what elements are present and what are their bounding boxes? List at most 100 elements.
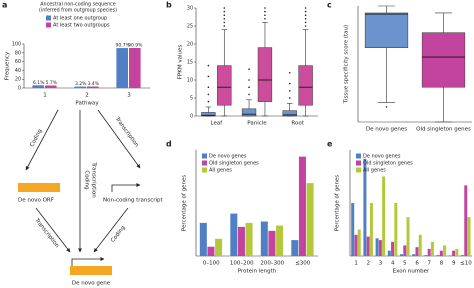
- y-tick-label: 80: [15, 50, 21, 56]
- y-axis-label: FPKM values: [178, 45, 184, 80]
- flier: [304, 18, 307, 20]
- bar: [215, 238, 223, 256]
- x-tick-label: 8: [440, 261, 444, 267]
- pathway-diagram: Coding Transcription Coding Transcriptio…: [18, 109, 164, 287]
- box: [298, 65, 313, 106]
- flier: [248, 68, 250, 70]
- arrow: [93, 207, 129, 253]
- bar: [306, 183, 314, 256]
- legend-swatch: [202, 153, 207, 159]
- flier: [264, 7, 266, 9]
- edge-label: Coding: [84, 170, 90, 189]
- bar: [403, 245, 407, 256]
- flier: [207, 86, 210, 88]
- gene-arrow: [71, 257, 105, 266]
- legend-swatch: [202, 167, 207, 173]
- bar: [45, 85, 57, 88]
- bar: [461, 255, 465, 256]
- orf-box: [18, 183, 60, 192]
- x-tick-label: 100–200: [230, 261, 254, 267]
- flier: [304, 14, 307, 16]
- edge-label: Transcription: [91, 161, 97, 198]
- y-tick-label: 0: [190, 114, 193, 120]
- bar: [378, 240, 382, 256]
- node-label: Non-coding transcript: [103, 198, 164, 204]
- flier: [207, 100, 210, 103]
- flier: [223, 10, 226, 13]
- flier: [207, 64, 210, 67]
- y-tick-label: 5: [190, 96, 193, 102]
- flier: [223, 18, 226, 20]
- bar: [464, 185, 468, 256]
- bar: [351, 203, 355, 256]
- panel-label: d: [166, 140, 172, 149]
- x-tick-label: 1: [354, 261, 358, 267]
- y-tick-label: 40: [15, 68, 21, 74]
- flier: [248, 86, 250, 88]
- bar: [245, 222, 253, 256]
- bar: [439, 250, 443, 256]
- chart-title: Ancestral non-coding sequence: [40, 2, 116, 8]
- bar: [418, 234, 422, 256]
- x-tick-label: De novo genes: [366, 127, 407, 133]
- edge-label: Transcription: [113, 115, 140, 148]
- bar: [455, 248, 459, 256]
- bar: [394, 203, 398, 256]
- panel-label: c: [327, 1, 332, 10]
- bar: [199, 222, 207, 256]
- x-tick-label: Root: [291, 121, 304, 127]
- value-label: 5.7%: [46, 80, 58, 86]
- bar: [375, 238, 379, 256]
- bar: [467, 217, 471, 256]
- x-tick-label: 9: [452, 261, 456, 267]
- x-tick-label: ≤10: [460, 261, 472, 267]
- panel-label: a: [2, 1, 7, 10]
- y-tick-label: 30: [187, 6, 193, 12]
- y-axis-label: Percentage of genes: [182, 175, 188, 231]
- bar: [369, 203, 373, 256]
- bar: [412, 254, 416, 256]
- value-label: 6.1%: [33, 80, 45, 86]
- flier: [207, 75, 210, 78]
- box: [421, 32, 466, 88]
- box: [201, 112, 216, 117]
- bar: [430, 241, 434, 256]
- flier: [264, 14, 266, 16]
- x-tick-label: 7: [428, 261, 432, 267]
- legend-label: All genes: [209, 168, 232, 174]
- bar: [276, 225, 284, 256]
- y-tick-label: 10: [187, 78, 193, 84]
- flier: [223, 21, 226, 24]
- bar: [268, 230, 276, 256]
- box: [241, 108, 257, 117]
- x-tick-label: 2: [367, 261, 371, 267]
- bar: [443, 245, 447, 256]
- bar: [298, 156, 306, 256]
- bar: [436, 255, 440, 256]
- flier: [304, 7, 307, 9]
- flier: [223, 25, 226, 27]
- node-label: De novo gene: [72, 281, 111, 287]
- chart-subtitle: (inferred from outgroup species): [39, 8, 117, 14]
- flier: [304, 25, 307, 27]
- flier: [304, 21, 307, 24]
- box: [282, 110, 297, 117]
- y-tick-label: 60: [15, 59, 21, 65]
- legend-swatch: [356, 167, 361, 173]
- bar: [291, 240, 299, 256]
- legend-label: At least one outgroup: [53, 16, 107, 22]
- x-tick-label: 5: [403, 261, 407, 267]
- x-tick-label: 0–100: [203, 261, 220, 267]
- transcript-arrow: [111, 183, 141, 192]
- x-tick-label: ≤300: [295, 261, 311, 267]
- flier: [264, 10, 266, 13]
- legend-swatch: [356, 153, 361, 159]
- x-tick-label: 200–300: [260, 261, 284, 267]
- bar: [452, 250, 456, 256]
- bar: [357, 229, 361, 256]
- box: [257, 47, 273, 102]
- bar: [387, 250, 391, 256]
- x-tick-label: 6: [415, 261, 419, 267]
- x-axis-label: Pathway: [75, 101, 99, 107]
